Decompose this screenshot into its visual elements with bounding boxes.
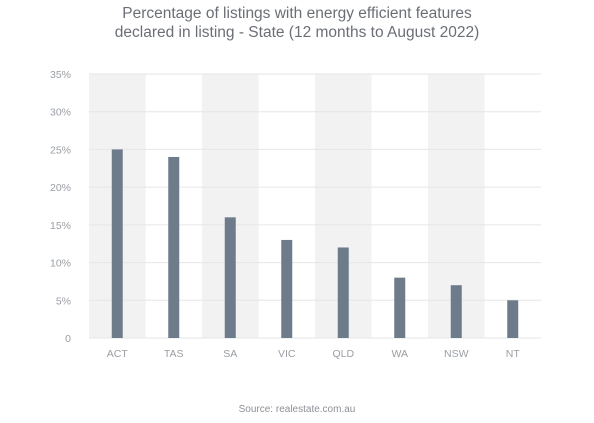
bars xyxy=(111,149,519,338)
bar-wa xyxy=(394,277,406,338)
bar-vic xyxy=(281,239,293,338)
y-tick-label: 5% xyxy=(56,295,71,307)
x-tick-label: SA xyxy=(223,348,237,360)
y-tick-label: 20% xyxy=(50,182,71,194)
y-axis-ticks: 0 5% 10% 15% 20% 25% 30% 35% xyxy=(50,69,71,345)
x-tick-label: VIC xyxy=(278,348,296,360)
source-note: Source: realestate.com.au xyxy=(238,404,356,415)
bar-sa xyxy=(224,217,236,338)
x-tick-label: WA xyxy=(391,348,408,360)
x-tick-label: NSW xyxy=(444,348,469,360)
y-tick-label: 35% xyxy=(50,69,71,81)
y-tick-label: 25% xyxy=(50,144,71,156)
x-tick-label: NT xyxy=(506,348,521,360)
y-tick-label: 10% xyxy=(50,258,71,270)
y-tick-label: 30% xyxy=(50,107,71,119)
x-axis-ticks: ACT TAS SA VIC QLD WA NSW NT xyxy=(107,348,521,360)
bar-qld xyxy=(337,247,349,338)
x-tick-label: ACT xyxy=(107,348,129,360)
bar-tas xyxy=(168,156,180,338)
chart-title-line-1: Percentage of listings with energy effic… xyxy=(122,5,472,22)
gridlines xyxy=(89,73,541,339)
bar-nsw xyxy=(450,285,462,338)
y-tick-label: 15% xyxy=(50,220,71,232)
chart-title: Percentage of listings with energy effic… xyxy=(0,4,594,42)
y-tick-label: 0 xyxy=(65,333,71,345)
x-tick-label: QLD xyxy=(332,348,354,360)
x-tick-label: TAS xyxy=(164,348,184,360)
bar-act xyxy=(111,149,123,338)
bar-nt xyxy=(507,300,519,338)
chart-title-line-2: declared in listing - State (12 months t… xyxy=(114,24,480,41)
